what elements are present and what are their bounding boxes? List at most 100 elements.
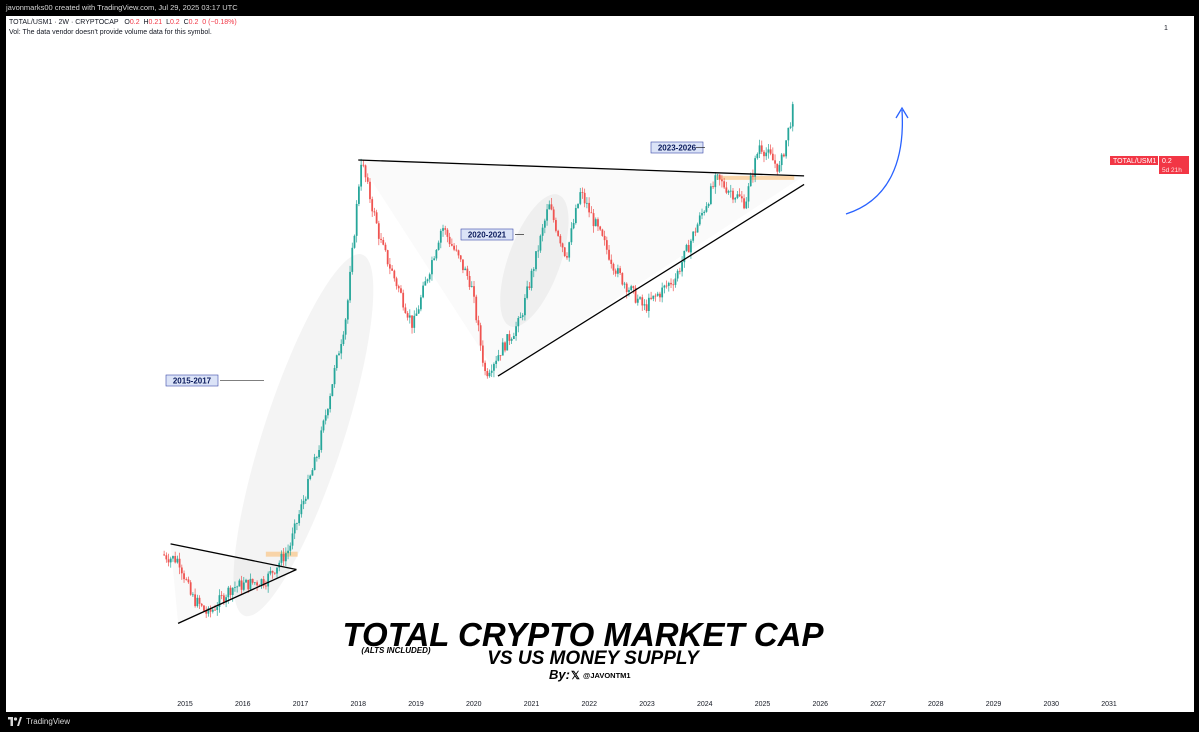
- candle-up: [515, 326, 517, 337]
- candle-up: [791, 104, 794, 127]
- candle-up: [276, 567, 278, 574]
- candle-up: [639, 297, 641, 299]
- candle-down: [205, 610, 208, 614]
- price-badge-symbol: TOTAL/USM1: [1113, 158, 1156, 165]
- candle-down: [200, 603, 203, 606]
- x-tick-label: 2022: [581, 701, 597, 708]
- candle-up: [318, 449, 320, 458]
- candle-up: [616, 268, 619, 274]
- candle-down: [187, 579, 190, 583]
- x-tick-label: 2027: [870, 701, 886, 708]
- candle-up: [428, 274, 431, 280]
- candle-up: [191, 594, 194, 596]
- candle-up: [340, 344, 343, 354]
- candle-up: [227, 587, 230, 598]
- candle-up: [422, 285, 424, 298]
- candle-down: [448, 236, 451, 245]
- candle-down: [194, 594, 197, 607]
- candle-up: [501, 342, 504, 356]
- legend-close: 0.2: [188, 19, 199, 26]
- period-label-bg: [165, 374, 219, 387]
- candle-down: [641, 297, 644, 306]
- candle-up: [490, 370, 493, 373]
- highlight-2015-2017: [233, 254, 374, 617]
- candle-up: [727, 191, 730, 193]
- candle-up: [754, 158, 757, 177]
- candle-down: [364, 165, 367, 178]
- candle-up: [234, 587, 236, 588]
- candle-up: [333, 368, 336, 385]
- candle-down: [462, 259, 464, 271]
- candle-down: [672, 284, 675, 286]
- candle-up: [351, 247, 354, 272]
- candle-up: [309, 475, 312, 480]
- candle-up: [535, 251, 537, 270]
- candle-up: [320, 430, 323, 450]
- legend-change: 0 (−0.18%): [202, 19, 237, 26]
- legend-close-label: C: [183, 19, 189, 26]
- candle-down: [220, 595, 223, 597]
- candle-down: [508, 334, 511, 341]
- candle-down: [450, 244, 453, 246]
- candle-down: [481, 345, 484, 363]
- candle-up: [415, 313, 418, 316]
- candle-down: [771, 153, 774, 161]
- candle-down: [670, 282, 672, 285]
- candle-down: [375, 212, 378, 224]
- candle-down: [694, 231, 697, 233]
- candle-up: [765, 152, 768, 157]
- candle-up: [238, 580, 241, 587]
- candle-down: [608, 249, 610, 260]
- candle-down: [163, 554, 166, 556]
- candle-down: [601, 229, 604, 236]
- pattern-highlights: [233, 194, 569, 617]
- symbol-legend[interactable]: TOTAL/USM1 · 2W · CRYPTOCAP O0.2 H0.21 L…: [9, 19, 237, 26]
- chart-frame: TOTAL/USM1 · 2W · CRYPTOCAP O0.2 H0.21 L…: [6, 16, 1194, 712]
- chart-subtitle: VS US MONEY SUPPLY: [487, 648, 701, 669]
- candle-up: [433, 258, 436, 261]
- legend-symbol: TOTAL/USM1 · 2W · CRYPTOCAP: [9, 19, 119, 26]
- candle-down: [366, 177, 369, 182]
- candle-down: [380, 238, 382, 240]
- trendline-2015-lower: [177, 568, 297, 624]
- candle-up: [543, 220, 546, 228]
- candle-down: [528, 286, 531, 288]
- candle-up: [439, 230, 442, 243]
- tradingview-logo-icon: [8, 717, 22, 726]
- candle-down: [189, 582, 192, 595]
- candle-down: [678, 270, 681, 272]
- tradingview-logo[interactable]: TradingView: [8, 717, 70, 726]
- candle-up: [231, 587, 234, 595]
- candle-up: [652, 295, 655, 299]
- candle-down: [752, 175, 754, 177]
- candle-up: [419, 297, 422, 310]
- candle-up: [435, 249, 438, 259]
- candle-up: [647, 297, 650, 312]
- alts-note: (ALTS INCLUDED): [361, 646, 431, 655]
- candle-up: [253, 582, 256, 584]
- candle-down: [743, 198, 745, 209]
- candle-up: [636, 298, 639, 303]
- candle-up: [302, 500, 305, 505]
- candle-up: [787, 127, 790, 141]
- candle-up: [703, 211, 706, 213]
- candle-up: [172, 556, 174, 559]
- x-tick-label: 2017: [293, 701, 309, 708]
- candle-up: [683, 250, 686, 263]
- candle-down: [473, 286, 475, 297]
- candle-down: [174, 556, 177, 563]
- candle-up: [437, 242, 440, 250]
- candle-down: [484, 362, 486, 372]
- candle-up: [169, 558, 172, 563]
- candle-down: [659, 293, 661, 298]
- period-labels: 2015-2017 2020-2021 2023-2026: [165, 141, 705, 387]
- candle-up: [298, 514, 301, 524]
- candle-down: [369, 181, 371, 200]
- projection-arrow: [845, 109, 904, 215]
- candle-up: [780, 154, 783, 166]
- candle-up: [408, 315, 411, 318]
- x-tick-label: 2020: [466, 701, 482, 708]
- candle-down: [583, 192, 586, 204]
- candle-up: [342, 334, 345, 345]
